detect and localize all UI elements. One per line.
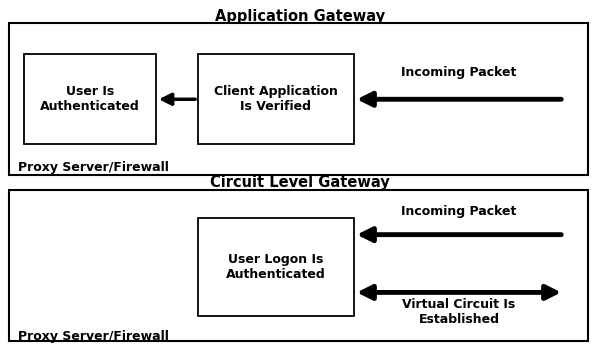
Text: Circuit Level Gateway: Circuit Level Gateway [210,175,390,190]
Bar [9,23,588,175]
Bar [9,190,588,341]
Bar [198,218,354,316]
Bar [198,54,354,144]
Text: User Is
Authenticated: User Is Authenticated [40,85,140,113]
Bar [24,54,156,144]
Text: User Logon Is
Authenticated: User Logon Is Authenticated [226,253,326,281]
Text: Virtual Circuit Is
Established: Virtual Circuit Is Established [403,298,515,326]
Text: Client Application
Is Verified: Client Application Is Verified [214,85,338,113]
Text: Proxy Server/Firewall: Proxy Server/Firewall [18,330,169,343]
Text: Proxy Server/Firewall: Proxy Server/Firewall [18,161,169,174]
Text: Incoming Packet: Incoming Packet [401,205,517,218]
Text: Incoming Packet: Incoming Packet [401,66,517,79]
Text: Application Gateway: Application Gateway [215,9,385,24]
